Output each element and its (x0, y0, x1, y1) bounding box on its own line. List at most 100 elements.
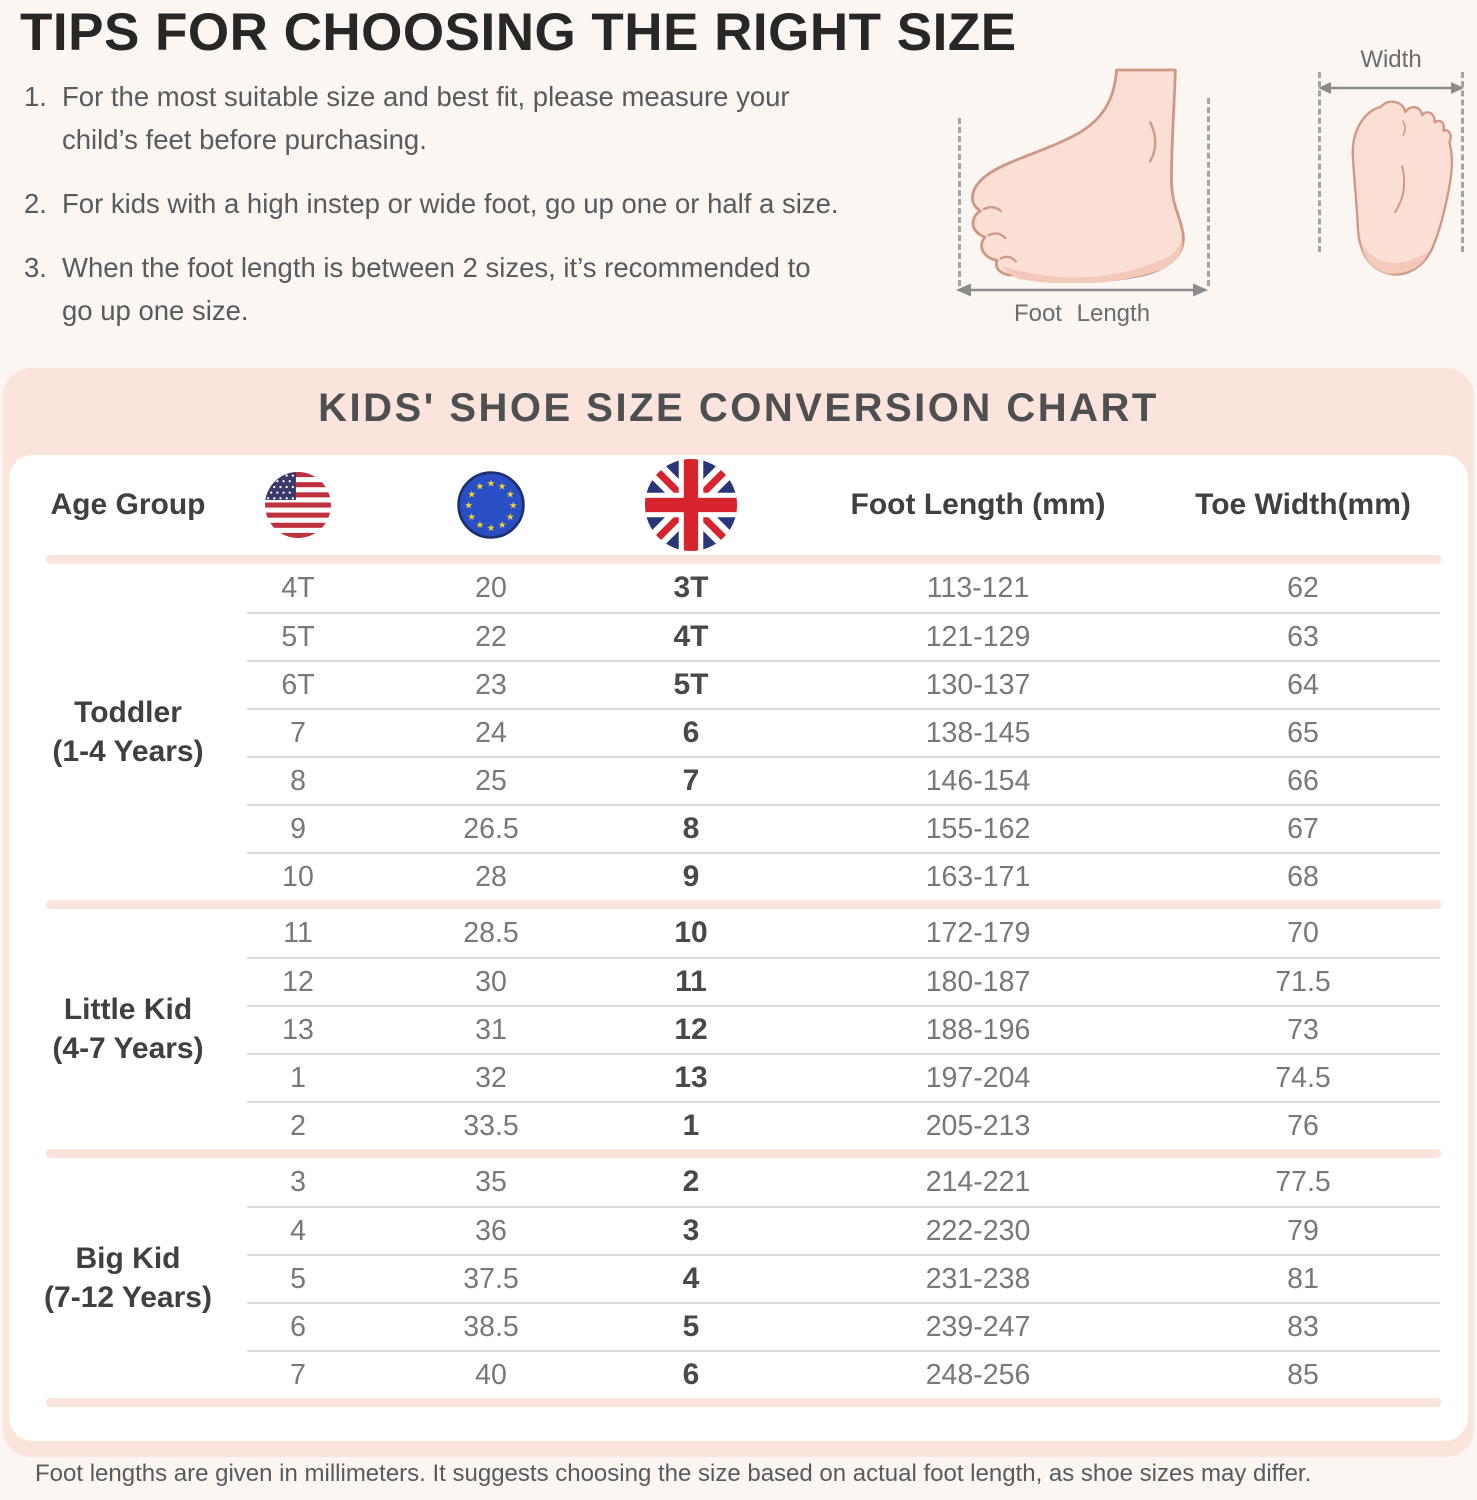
foot-length-cell: 155-162 (925, 812, 1031, 845)
age-group-section: Little Kid (4-7 Years) 11 28.5 10 172-179 70 12… (9, 909, 1468, 1149)
svg-text:★: ★ (506, 490, 515, 501)
foot-top-illustration (1351, 100, 1453, 276)
uk-size-cell: 7 (682, 764, 700, 797)
us-flag-column-header (247, 455, 349, 555)
us-size-cell: 11 (283, 916, 313, 949)
us-size-cell: 8 (290, 764, 306, 797)
size-row: 4T 20 3T 113-121 62 (247, 564, 1440, 612)
tip-item: 2. For kids with a high instep or wide f… (24, 183, 924, 226)
foot-length-cell: 188-196 (925, 1013, 1031, 1046)
age-group-section: Big Kid (7-12 Years) 3 35 2 214-221 77.5 4 36 3 22… (9, 1158, 1468, 1398)
eu-size-cell: 37.5 (463, 1262, 519, 1295)
foot-side-illustration (971, 68, 1185, 283)
size-row: 9 26.5 8 155-162 67 (247, 804, 1440, 852)
us-size-cell: 3 (290, 1165, 306, 1198)
foot-length-cell: 197-204 (925, 1061, 1031, 1094)
uk-size-cell: 9 (682, 860, 700, 893)
toe-width-cell: 71.5 (1275, 965, 1331, 998)
tip-number: 1. (24, 81, 47, 112)
foot-length-column-header: Foot Length (mm) (850, 488, 1106, 521)
toe-width-cell: 66 (1287, 764, 1319, 797)
uk-flag-column-header (633, 455, 749, 555)
uk-size-cell: 6 (682, 1358, 700, 1391)
foot-length-cell: 172-179 (925, 916, 1031, 949)
eu-size-cell: 30 (475, 965, 507, 998)
svg-text:★: ★ (476, 481, 485, 492)
foot-length-diagram: Foot Length (948, 68, 1216, 327)
size-row: 2 33.5 1 205-213 76 (247, 1101, 1440, 1149)
eu-size-cell: 28.5 (463, 916, 519, 949)
us-size-cell: 4T (281, 571, 315, 604)
size-row: 6T 23 5T 130-137 64 (247, 660, 1440, 708)
us-size-cell: 4 (290, 1214, 306, 1247)
us-size-cell: 10 (282, 860, 314, 893)
uk-size-cell: 3 (682, 1214, 700, 1247)
svg-text:★: ★ (476, 520, 485, 531)
toe-width-cell: 81 (1287, 1262, 1319, 1295)
eu-size-cell: 24 (475, 716, 507, 749)
width-guide-dashed-line-right (1461, 72, 1464, 252)
group-separator (46, 1149, 1441, 1158)
eu-size-cell: 26.5 (463, 812, 519, 845)
age-group-label: Little Kid (4-7 Years) (52, 993, 204, 1065)
toe-guide-dashed-line (958, 118, 961, 286)
us-size-cell: 1 (290, 1061, 306, 1094)
foot-length-cell: 248-256 (925, 1358, 1031, 1391)
eu-flag-icon: ★ ★ ★★ ★★ ★★ ★★ ★★ (457, 471, 525, 539)
group-separator (46, 900, 1441, 909)
us-size-cell: 5 (290, 1262, 306, 1295)
size-row: 12 30 11 180-187 71.5 (247, 957, 1440, 1005)
svg-text:★: ★ (467, 512, 476, 523)
size-chart-table: Age Group (9, 455, 1468, 1441)
toe-width-cell: 85 (1287, 1358, 1319, 1391)
uk-size-cell: 11 (675, 965, 707, 998)
size-row: 10 28 9 163-171 68 (247, 852, 1440, 900)
size-row: 5 37.5 4 231-238 81 (247, 1254, 1440, 1302)
width-label: Width (1360, 46, 1422, 73)
toe-width-cell: 74.5 (1275, 1061, 1331, 1094)
toe-width-column-header: Toe Width(mm) (1195, 488, 1411, 521)
eu-size-cell: 20 (475, 571, 507, 604)
size-row: 1 32 13 197-204 74.5 (247, 1053, 1440, 1101)
header-separator (46, 555, 1441, 564)
uk-size-cell: 5 (682, 1310, 700, 1343)
toe-width-cell: 68 (1287, 860, 1319, 893)
uk-size-cell: 13 (674, 1061, 708, 1094)
uk-size-cell: 3T (673, 571, 709, 604)
uk-size-cell: 8 (682, 812, 700, 845)
eu-size-cell: 31 (475, 1013, 507, 1046)
page-title: TIPS FOR CHOOSING THE RIGHT SIZE (20, 3, 1017, 62)
uk-flag-icon (645, 459, 737, 551)
us-size-cell: 12 (282, 965, 314, 998)
size-row: 8 25 7 146-154 66 (247, 756, 1440, 804)
toe-width-cell: 63 (1287, 620, 1319, 653)
foot-length-arrow (956, 283, 1208, 297)
foot-length-cell: 138-145 (925, 716, 1031, 749)
toe-width-cell: 83 (1287, 1310, 1319, 1343)
foot-length-cell: 214-221 (925, 1165, 1031, 1198)
age-group-label: Toddler (1-4 Years) (52, 696, 204, 768)
eu-size-cell: 25 (475, 764, 507, 797)
svg-text:★: ★ (487, 523, 496, 534)
width-guide-dashed-line-left (1318, 72, 1321, 252)
tip-number: 2. (24, 187, 47, 219)
table-groups: Toddler (1-4 Years) 4T 20 3T 113-121 62 5T 22 4T 1… (9, 564, 1468, 1407)
svg-text:★: ★ (467, 490, 476, 501)
toe-width-cell: 79 (1287, 1214, 1319, 1247)
toe-width-cell: 76 (1287, 1109, 1319, 1142)
footer-note: Foot lengths are given in millimeters. I… (35, 1460, 1312, 1487)
us-size-cell: 6 (290, 1310, 306, 1343)
foot-length-cell: 231-238 (925, 1262, 1031, 1295)
age-group-column-header: Age Group (50, 488, 206, 521)
size-row: 6 38.5 5 239-247 83 (247, 1302, 1440, 1350)
eu-flag-column-header: ★ ★ ★ ★ ★ ★ ★ ★ ★ ★ ★ ★ (349, 455, 633, 555)
eu-size-cell: 23 (475, 668, 507, 701)
us-size-cell: 7 (290, 716, 306, 749)
foot-length-cell: 113-121 (926, 571, 1030, 604)
eu-size-cell: 32 (475, 1061, 507, 1094)
heel-guide-dashed-line (1207, 98, 1210, 286)
uk-size-cell: 5T (673, 668, 709, 701)
us-size-cell: 9 (290, 812, 306, 845)
svg-text:★: ★ (498, 481, 507, 492)
eu-size-cell: 35 (475, 1165, 507, 1198)
